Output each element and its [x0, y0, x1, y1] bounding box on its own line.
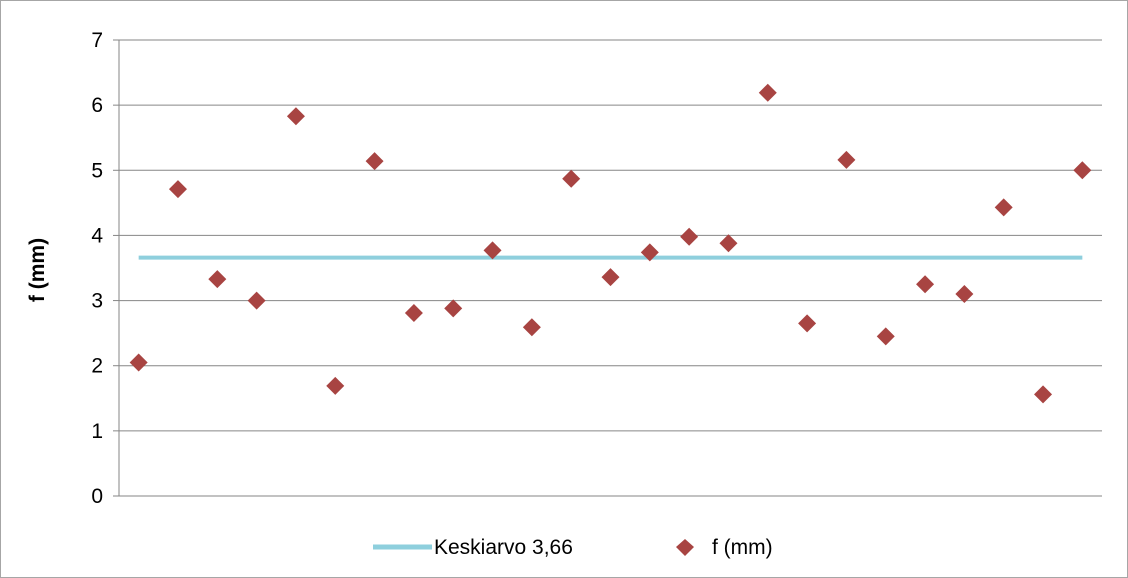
y-tick-label: 3: [91, 290, 103, 313]
y-tick-label: 2: [91, 355, 103, 378]
y-tick-label: 1: [91, 420, 103, 443]
data-point: [601, 268, 620, 287]
data-point: [876, 327, 895, 346]
data-point: [522, 318, 541, 337]
legend-diamond-swatch: [676, 539, 694, 556]
y-tick-label: 6: [91, 94, 103, 117]
data-point: [129, 353, 148, 372]
data-point: [444, 299, 463, 318]
gridlines: [119, 39, 1102, 432]
data-point: [1034, 385, 1053, 404]
data-point: [994, 198, 1013, 217]
data-point: [837, 150, 856, 169]
data-point: [955, 285, 974, 304]
data-point: [640, 243, 659, 262]
data-point: [680, 227, 699, 246]
y-tick-label: 4: [91, 224, 103, 247]
data-points: [129, 83, 1092, 404]
y-tick-label: 0: [91, 485, 103, 508]
legend-label-values: f (mm): [712, 536, 773, 559]
data-point: [719, 234, 738, 253]
data-point: [326, 376, 345, 395]
data-point: [247, 291, 266, 310]
data-point: [365, 152, 384, 171]
legend: Keskiarvo 3,66 f (mm): [373, 536, 773, 559]
data-point: [916, 275, 935, 294]
y-tick-labels: 0 1 2 3 4 5 6 7: [91, 29, 103, 508]
data-point: [798, 314, 817, 333]
y-tick-label: 7: [91, 29, 103, 52]
y-axis-label: f (mm): [26, 238, 49, 302]
data-point: [208, 270, 227, 289]
data-point: [1073, 161, 1092, 180]
axes: [113, 39, 1102, 497]
data-point: [286, 107, 305, 126]
data-point: [758, 83, 777, 102]
data-point: [483, 241, 502, 260]
legend-label-mean: Keskiarvo 3,66: [434, 536, 573, 559]
data-point: [562, 169, 581, 188]
data-point: [168, 180, 187, 199]
y-tick-label: 5: [91, 159, 103, 182]
data-point: [404, 303, 423, 322]
